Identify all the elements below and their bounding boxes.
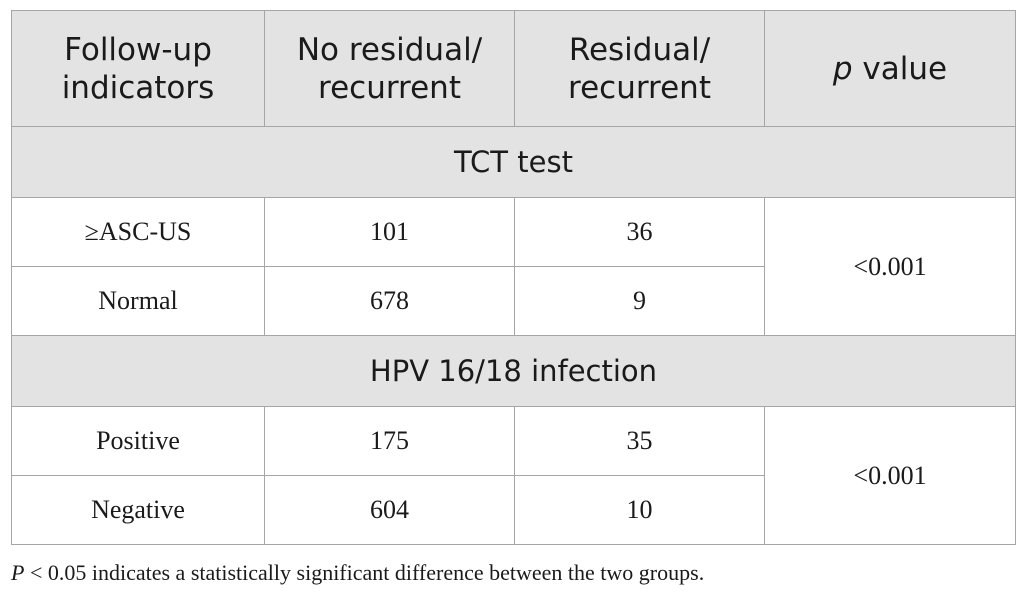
row-label: Normal bbox=[11, 266, 265, 336]
cell-residual: 9 bbox=[514, 266, 765, 336]
table-row: Positive 175 35 <0.001 bbox=[11, 406, 1016, 545]
header-p-rest: value bbox=[852, 50, 948, 87]
cell-p-value: <0.001 bbox=[764, 406, 1016, 545]
footnote-p-italic: P bbox=[11, 560, 25, 585]
table-row: Negative 604 10 bbox=[11, 475, 1016, 545]
section-row-hpv: HPV 16/18 infection bbox=[11, 335, 1016, 407]
header-text-line: recurrent bbox=[568, 69, 711, 106]
cell-residual: 35 bbox=[514, 406, 765, 476]
header-text-line: recurrent bbox=[318, 69, 461, 106]
table-row: ≥ASC-US 101 36 <0.001 bbox=[11, 197, 1016, 336]
footnote-text: < 0.05 indicates a statistically signifi… bbox=[24, 560, 705, 585]
row-label: ≥ASC-US bbox=[11, 197, 265, 267]
follow-up-table: Follow-up indicators No residual/ recurr… bbox=[11, 10, 1016, 545]
cell-no-residual: 101 bbox=[264, 197, 515, 267]
cell-residual: 36 bbox=[514, 197, 765, 267]
section-row-tct: TCT test bbox=[11, 126, 1016, 198]
row-label: Positive bbox=[11, 406, 265, 476]
header-follow-up-indicators: Follow-up indicators bbox=[11, 10, 265, 127]
cell-residual: 10 bbox=[514, 475, 765, 545]
cell-p-value: <0.001 bbox=[764, 197, 1016, 336]
header-p-value: p value bbox=[764, 10, 1016, 127]
header-p-italic: p bbox=[832, 50, 853, 87]
section-title: HPV 16/18 infection bbox=[11, 335, 1016, 407]
header-row: Follow-up indicators No residual/ recurr… bbox=[11, 10, 1016, 127]
header-no-residual-recurrent: No residual/ recurrent bbox=[264, 10, 515, 127]
header-text-line: Residual/ bbox=[568, 31, 711, 68]
table-footnote: P < 0.05 indicates a statistically signi… bbox=[11, 560, 704, 586]
row-label: Negative bbox=[11, 475, 265, 545]
section-title: TCT test bbox=[11, 126, 1016, 198]
table-row: Normal 678 9 bbox=[11, 266, 1016, 336]
cell-no-residual: 604 bbox=[264, 475, 515, 545]
cell-no-residual: 175 bbox=[264, 406, 515, 476]
header-text-line: No residual/ bbox=[296, 31, 483, 68]
header-text-line: indicators bbox=[61, 69, 215, 106]
header-residual-recurrent: Residual/ recurrent bbox=[514, 10, 765, 127]
header-p-value-label: p value bbox=[833, 51, 947, 87]
cell-no-residual: 678 bbox=[264, 266, 515, 336]
header-text-line: Follow-up bbox=[64, 31, 212, 68]
